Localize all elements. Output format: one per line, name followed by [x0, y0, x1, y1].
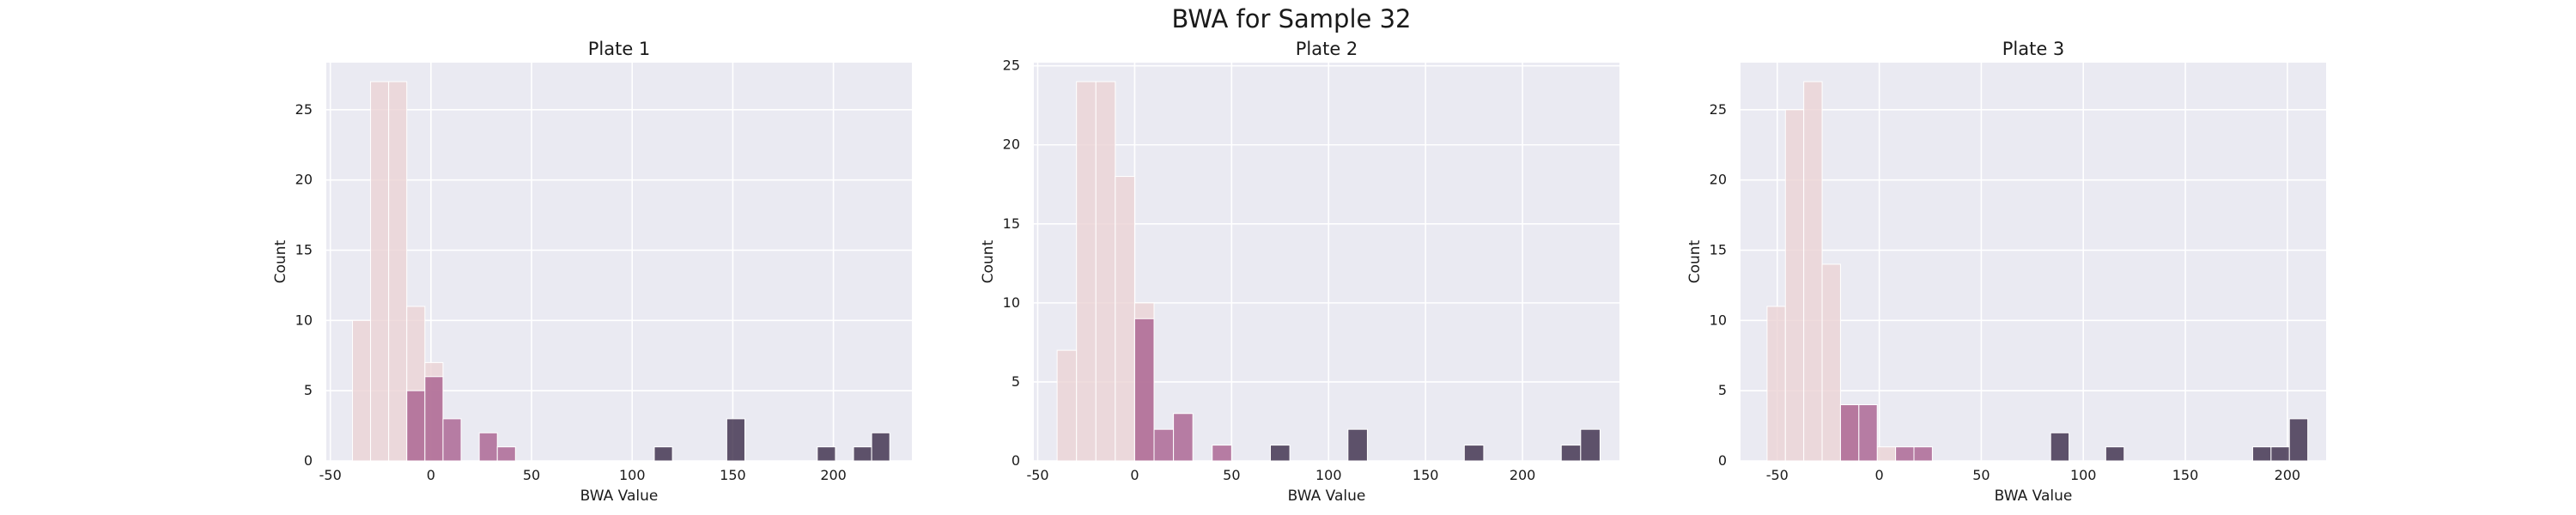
histogram-bar	[1784, 109, 1805, 462]
plate-panel-2: -50 0 50 100 150 200 0 5 10 15 20 25 Plate 2 BWA Valu…	[980, 39, 1619, 505]
histogram-bar	[370, 81, 390, 462]
histogram-bar	[726, 418, 745, 462]
y-tick-label: 0	[304, 452, 313, 469]
x-tick-label: 200	[2275, 467, 2301, 483]
histogram-bar	[1212, 445, 1232, 462]
x-tick-label: 100	[619, 467, 646, 483]
y-tick-label: 20	[1003, 136, 1020, 153]
y-tick-label: 10	[1710, 312, 1727, 328]
y-tick-label: 20	[295, 172, 313, 188]
histogram-bar	[1270, 445, 1291, 462]
y-tick-label: 15	[1710, 241, 1727, 258]
histogram-bar	[1913, 446, 1933, 462]
histogram-bar	[1876, 446, 1897, 462]
y-tick-label: 5	[1718, 382, 1727, 398]
histogram-bar	[351, 319, 372, 462]
histogram-bar	[1153, 428, 1175, 462]
histogram-bar	[1766, 306, 1786, 462]
x-tick-label: 0	[1874, 467, 1883, 483]
plate-title: Plate 1	[588, 39, 651, 59]
y-axis-label: Count	[272, 239, 289, 283]
figure-title: BWA for Sample 32	[1172, 4, 1412, 33]
x-tick-label: 50	[1972, 467, 1990, 483]
histogram-bar	[817, 446, 836, 462]
histogram-bar	[2050, 432, 2070, 462]
x-tick-label: 150	[720, 467, 746, 483]
y-tick-label: 25	[1710, 101, 1727, 118]
x-tick-label: -50	[319, 467, 342, 483]
histogram-bar	[2288, 418, 2309, 462]
plate-title: Plate 3	[2002, 39, 2065, 59]
histogram-bar	[1580, 428, 1601, 462]
y-tick-label: 15	[295, 241, 313, 258]
histogram-bar	[1839, 404, 1860, 462]
y-tick-label: 25	[295, 101, 313, 118]
y-tick-label: 5	[304, 382, 313, 398]
histogram-bar	[1895, 446, 1915, 462]
histogram-bar	[1560, 445, 1582, 462]
y-tick-label: 20	[1710, 172, 1727, 188]
histogram-bar	[1173, 413, 1194, 462]
y-tick-label: 25	[1003, 58, 1020, 74]
histogram-bar	[1821, 264, 1841, 462]
x-tick-label: -50	[1026, 467, 1048, 483]
histogram-bar	[442, 418, 462, 462]
x-tick-label: -50	[1766, 467, 1789, 483]
x-tick-label: 50	[1223, 467, 1240, 483]
y-tick-label: 10	[1003, 294, 1020, 311]
histogram-bar	[1115, 176, 1135, 462]
x-axis-label: BWA Value	[1288, 488, 1366, 505]
x-tick-label: 150	[2172, 467, 2199, 483]
x-tick-label: 50	[523, 467, 540, 483]
x-tick-label: 100	[1315, 467, 1342, 483]
x-axis-label: BWA Value	[1995, 488, 2073, 505]
histogram-bar	[1463, 445, 1485, 462]
histogram-bar	[1076, 81, 1097, 462]
histogram-bar	[871, 432, 890, 462]
y-tick-label: 10	[295, 312, 313, 328]
y-axis-label: Count	[1686, 239, 1704, 283]
y-tick-label: 0	[1718, 452, 1727, 469]
x-tick-label: 0	[427, 467, 435, 483]
x-axis-label: BWA Value	[580, 488, 659, 505]
histogram-bar	[2270, 446, 2290, 462]
histogram-bar	[853, 446, 872, 462]
y-tick-label: 15	[1003, 215, 1020, 232]
x-tick-label: 200	[1510, 467, 1536, 483]
histogram-bar	[1803, 81, 1823, 462]
histogram-bar	[1858, 404, 1878, 462]
x-tick-label: 0	[1130, 467, 1139, 483]
histogram-bar	[653, 446, 673, 462]
y-axis-label: Count	[980, 239, 997, 283]
histogram-bar	[2105, 446, 2125, 462]
histogram-bar	[406, 390, 426, 462]
histogram-bar	[1347, 428, 1368, 462]
x-tick-label: 200	[820, 467, 847, 483]
histogram-bar	[388, 81, 408, 462]
x-tick-label: 150	[1413, 467, 1439, 483]
plate-panel-1: -50 0 50 100 150 200 0 5 10 15 20 25 Plate 1 BWA Valu…	[272, 39, 912, 505]
x-tick-label: 100	[2070, 467, 2097, 483]
histogram-bar	[1095, 81, 1116, 462]
histogram-bar	[496, 446, 516, 462]
plate-panel-3: -50 0 50 100 150 200 0 5 10 15 20 25 Plate 3 BWA Valu…	[1686, 39, 2326, 505]
histogram-bar	[2251, 446, 2272, 462]
y-tick-label: 0	[1012, 452, 1020, 469]
y-tick-label: 5	[1012, 373, 1020, 390]
plate-title: Plate 2	[1296, 39, 1358, 59]
histogram-bar	[1056, 349, 1078, 462]
histogram-bar	[478, 432, 498, 462]
histogram-bar	[1133, 318, 1155, 462]
histogram-bar	[424, 376, 444, 462]
